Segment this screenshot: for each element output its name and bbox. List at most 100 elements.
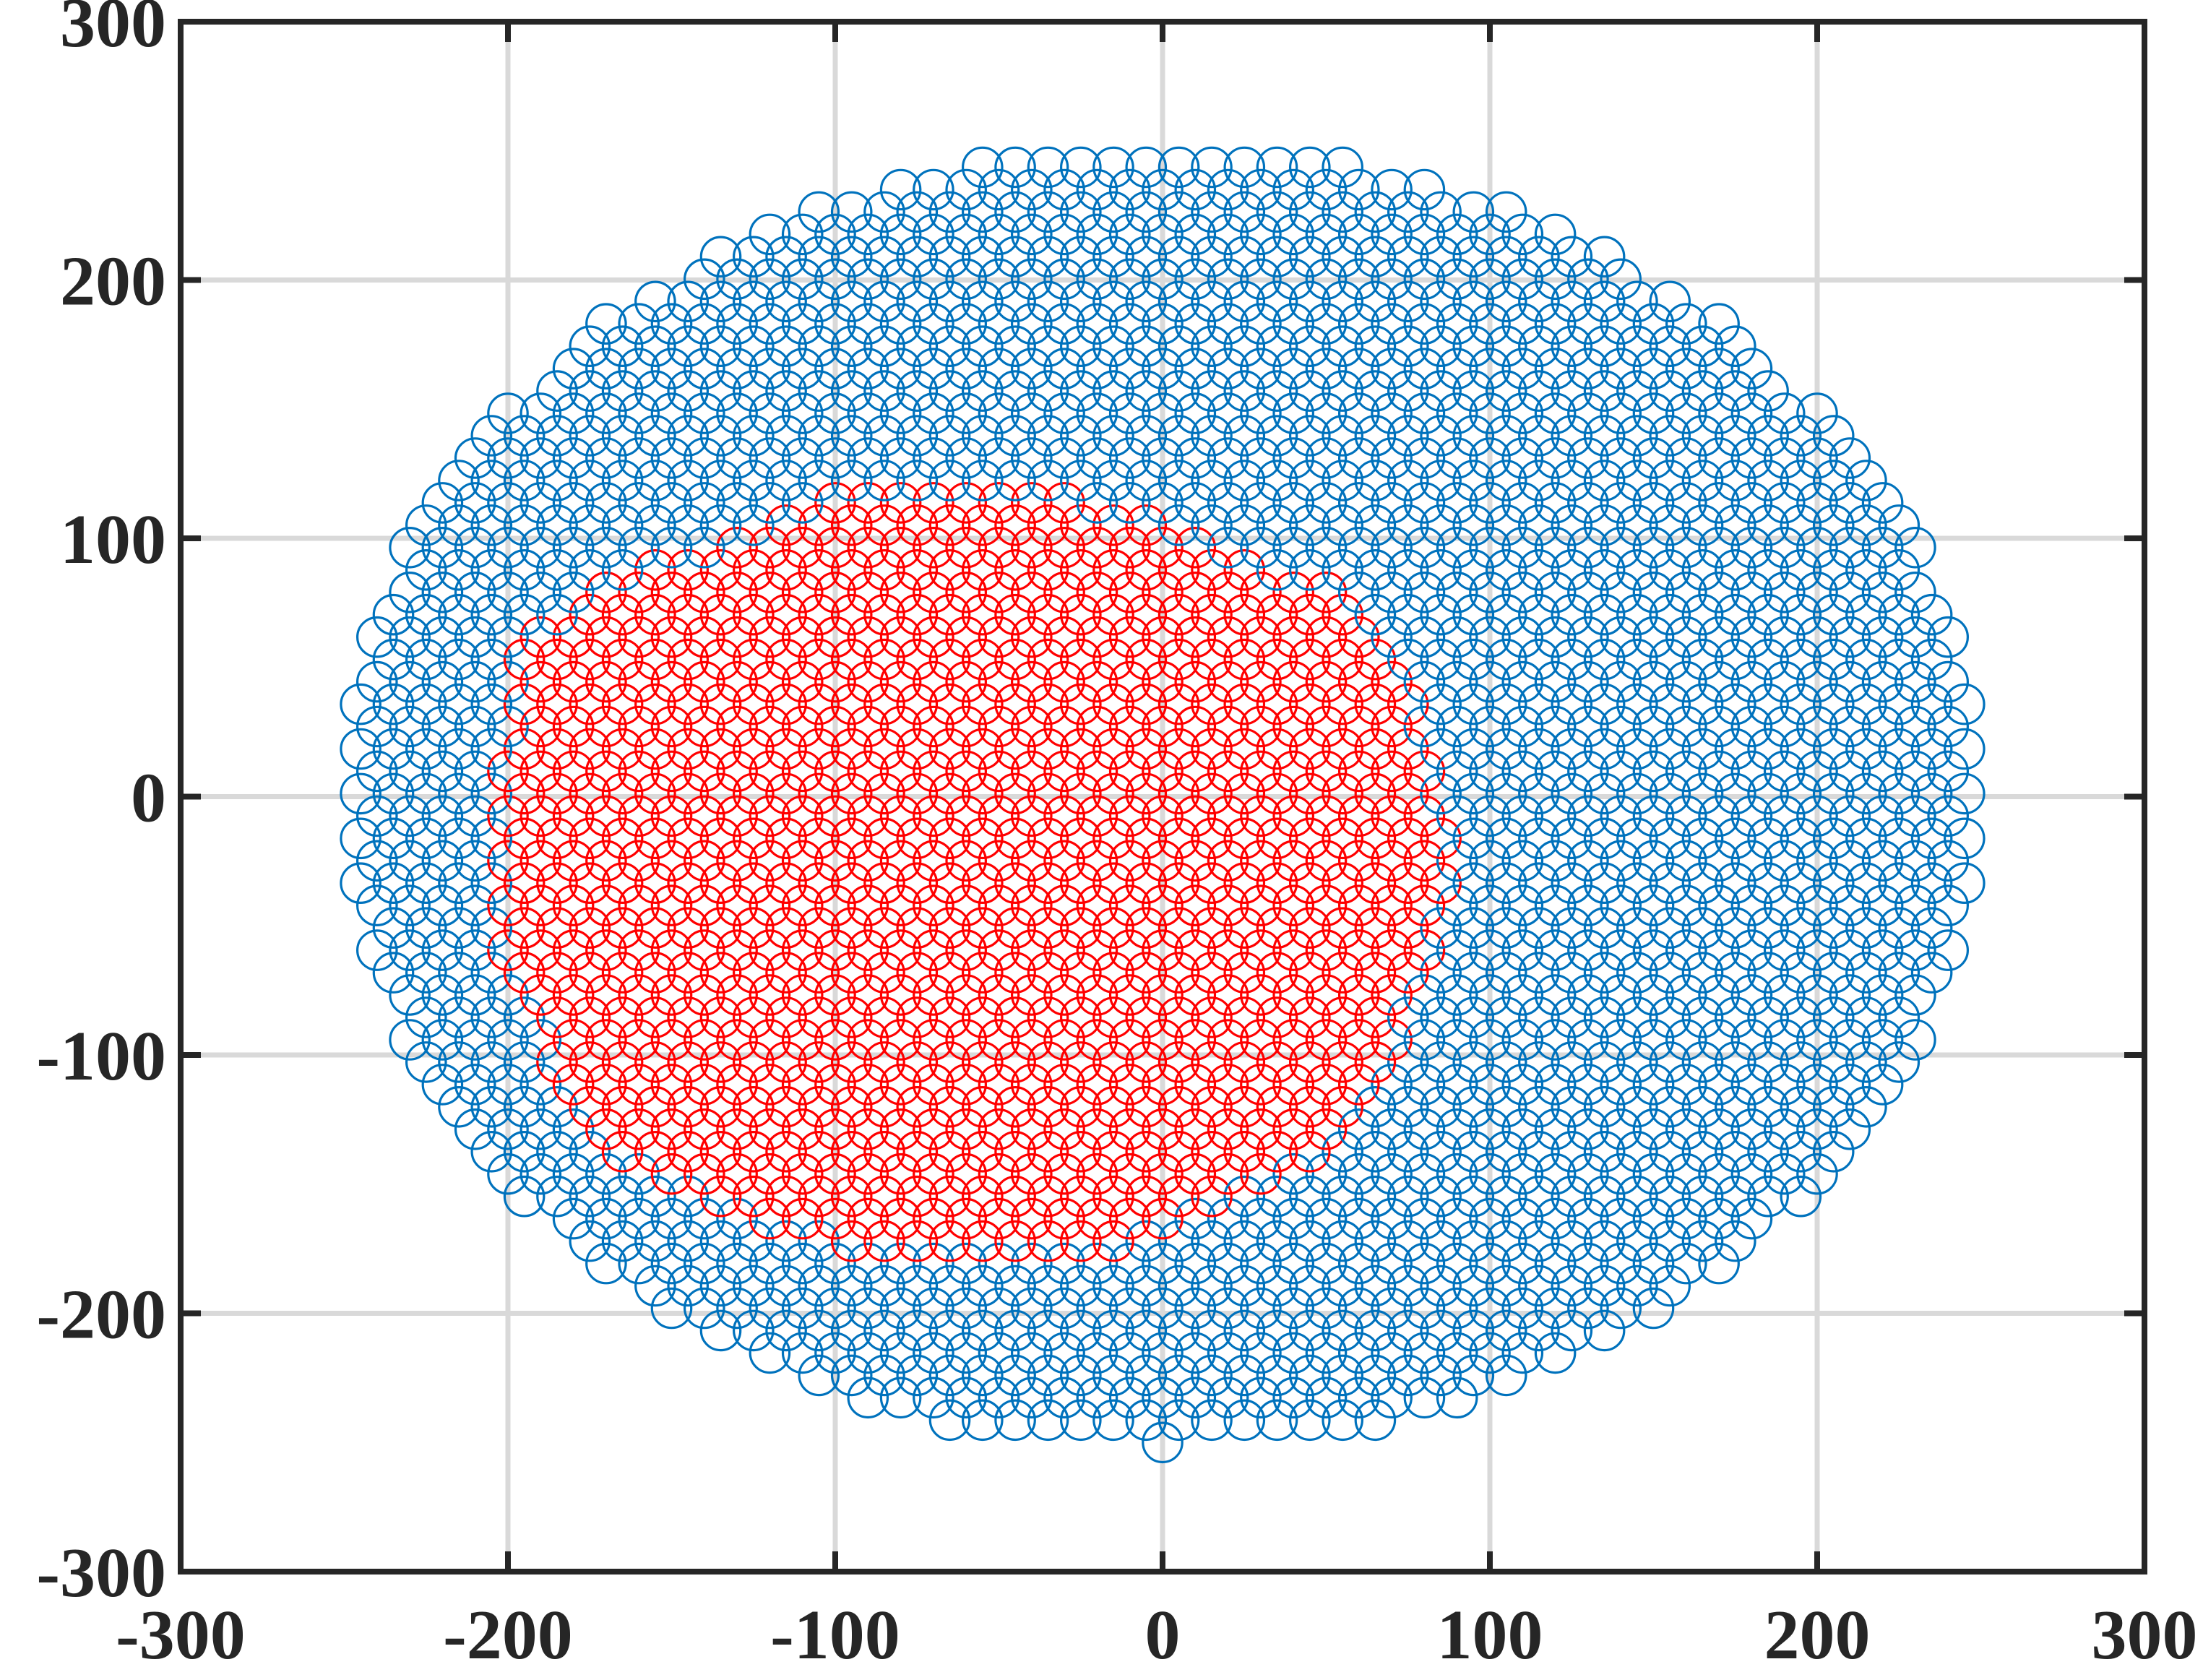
outer-point-marker [765, 1220, 807, 1262]
inner-point-marker [733, 952, 775, 994]
inner-point-marker [1011, 974, 1053, 1016]
outer-point-marker [1796, 795, 1838, 837]
outer-point-marker [1289, 548, 1331, 591]
inner-point-marker [896, 862, 939, 905]
outer-point-marker [1125, 191, 1168, 233]
outer-point-marker [618, 1242, 660, 1285]
outer-point-marker [1878, 772, 1920, 815]
outer-point-marker [1420, 772, 1462, 815]
inner-point-marker [781, 750, 824, 793]
inner-point-marker [618, 660, 660, 703]
outer-point-marker [618, 1153, 660, 1195]
outer-point-marker [1632, 1064, 1675, 1106]
outer-point-marker [1354, 1131, 1397, 1173]
outer-point-marker [1076, 213, 1118, 256]
outer-point-marker [1730, 660, 1773, 703]
inner-point-marker [1060, 1220, 1102, 1262]
inner-point-marker [1108, 705, 1151, 748]
outer-point-marker [1583, 1041, 1626, 1083]
inner-point-marker [1076, 705, 1118, 748]
outer-point-marker [1698, 1108, 1740, 1150]
inner-point-marker [683, 1108, 725, 1150]
outer-point-marker [1796, 974, 1838, 1016]
outer-point-marker [945, 437, 988, 479]
outer-point-marker [1698, 437, 1740, 479]
outer-point-marker [536, 504, 578, 546]
outer-point-marker [355, 884, 398, 927]
inner-point-marker [896, 728, 939, 770]
inner-point-marker [1387, 728, 1429, 770]
outer-point-marker [1452, 460, 1495, 501]
outer-point-marker [749, 482, 791, 524]
outer-point-marker [1551, 772, 1593, 815]
outer-point-marker [569, 504, 611, 546]
outer-point-marker [1060, 325, 1102, 368]
outer-point-marker [765, 1265, 807, 1307]
outer-point-marker [945, 392, 988, 434]
outer-point-marker [1322, 1265, 1364, 1307]
outer-point-marker [749, 213, 791, 256]
inner-point-marker [1108, 1197, 1151, 1240]
outer-point-marker [1534, 795, 1577, 837]
outer-point-marker [1240, 303, 1282, 345]
inner-point-marker [1403, 840, 1446, 882]
inner-point-marker [1157, 907, 1200, 949]
inner-point-marker [863, 996, 905, 1038]
outer-point-marker [1142, 1332, 1184, 1374]
inner-point-marker [928, 772, 971, 815]
inner-point-marker [1043, 616, 1085, 658]
outer-point-marker [1157, 1399, 1200, 1442]
outer-point-marker [552, 526, 595, 569]
outer-point-marker [1567, 392, 1609, 434]
outer-point-marker [1632, 392, 1675, 434]
outer-point-marker [1092, 236, 1134, 278]
outer-point-marker [1420, 191, 1462, 233]
inner-point-marker [1060, 728, 1102, 770]
outer-point-marker [781, 1287, 824, 1330]
outer-point-marker [1812, 415, 1855, 457]
inner-point-marker [765, 638, 807, 681]
outer-point-marker [1763, 705, 1806, 748]
outer-point-marker [1534, 660, 1577, 703]
inner-point-marker [1240, 660, 1282, 703]
outer-point-marker [1125, 236, 1168, 278]
inner-point-marker [634, 1086, 676, 1128]
inner-point-marker [716, 1108, 758, 1150]
outer-point-marker [1485, 772, 1527, 815]
outer-point-marker [520, 1108, 562, 1150]
inner-point-marker [928, 817, 971, 860]
outer-point-marker [1240, 482, 1282, 524]
inner-point-marker [749, 884, 791, 927]
outer-point-marker [945, 1332, 988, 1374]
outer-point-marker [1174, 1242, 1217, 1285]
inner-point-marker [896, 638, 939, 681]
outer-point-marker [1076, 1287, 1118, 1330]
outer-point-marker [552, 1153, 595, 1195]
outer-point-marker [1371, 1377, 1413, 1419]
outer-point-marker [601, 1220, 644, 1262]
outer-point-marker [1452, 952, 1495, 994]
outer-point-marker [1420, 236, 1462, 278]
outer-point-marker [1469, 1019, 1511, 1061]
inner-point-marker [733, 772, 775, 815]
inner-point-marker [1043, 482, 1085, 524]
outer-point-marker [1649, 460, 1691, 501]
outer-point-marker [1256, 325, 1298, 368]
outer-point-marker [1665, 660, 1707, 703]
inner-point-marker [749, 705, 791, 748]
outer-point-marker [863, 460, 905, 501]
outer-point-marker [1534, 840, 1577, 882]
outer-point-marker [470, 996, 513, 1038]
outer-point-marker [1829, 1064, 1871, 1106]
inner-point-marker [913, 1153, 954, 1195]
outer-point-marker [1600, 392, 1642, 434]
outer-point-marker [1403, 974, 1446, 1016]
outer-point-marker [1894, 1019, 1936, 1061]
outer-point-marker [1649, 1220, 1691, 1262]
outer-point-marker [1256, 1175, 1298, 1218]
outer-point-marker [913, 1377, 954, 1419]
outer-point-marker [1485, 1265, 1527, 1307]
outer-point-marker [1387, 1175, 1429, 1218]
outer-point-marker [1076, 258, 1118, 301]
